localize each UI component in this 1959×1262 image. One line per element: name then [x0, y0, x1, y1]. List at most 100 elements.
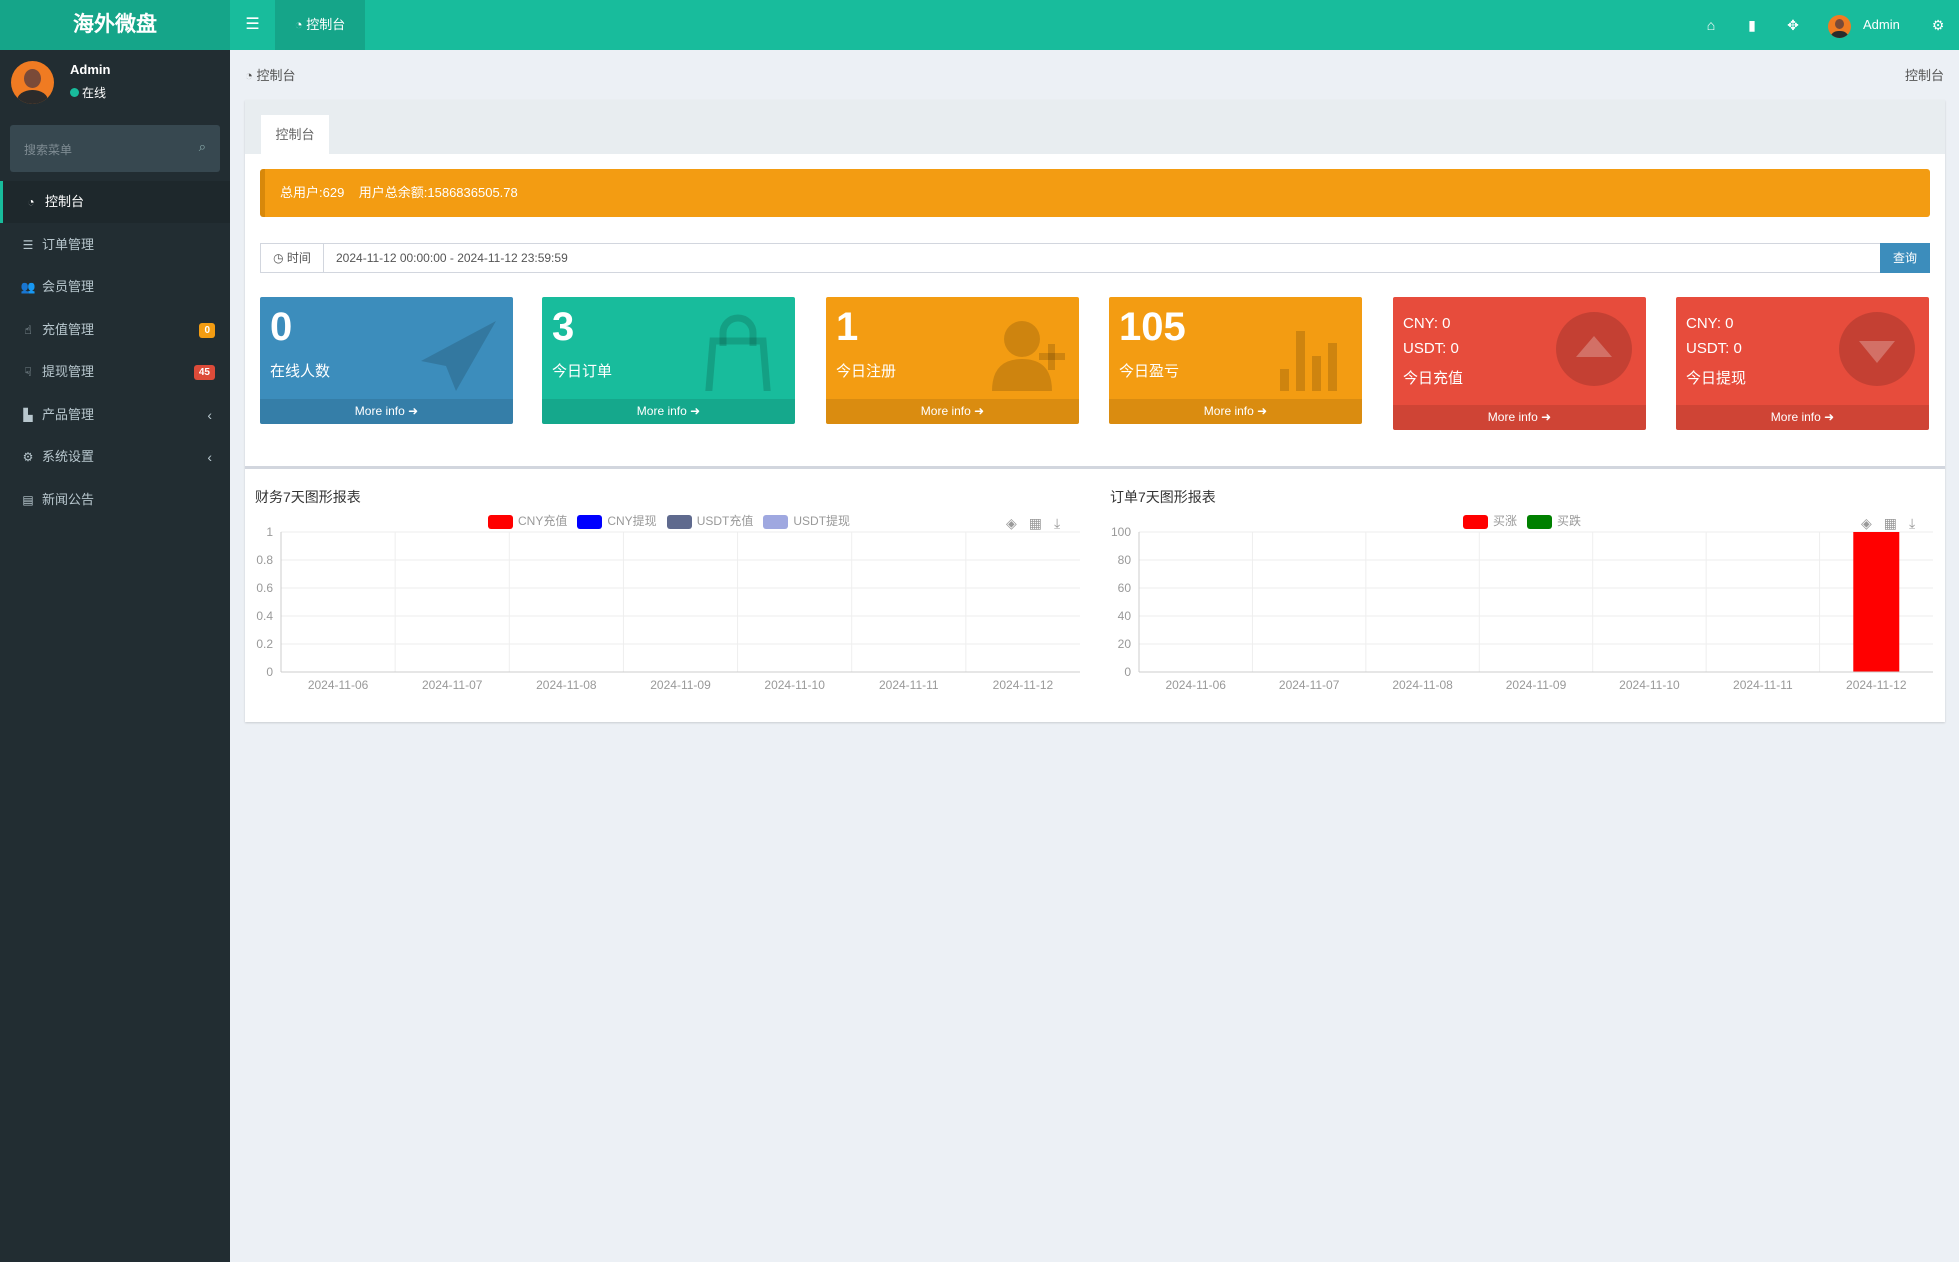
gears-icon: ⚙	[22, 450, 34, 464]
summary-alert: 总用户:629 用户总余额:1586836505.78	[260, 169, 1930, 217]
x-tick-label: 2024-11-09	[1506, 678, 1567, 692]
legend-label: CNY充值	[518, 514, 568, 528]
tab-dashboard[interactable]: ◔ 控制台	[275, 0, 365, 50]
legend-label: CNY提现	[607, 514, 657, 528]
sidebar-toggle-bars-icon[interactable]: ☰	[245, 16, 260, 33]
stat-usdt: USDT: 0	[1403, 340, 1459, 357]
arrow-circle-right-icon: ➜	[1824, 410, 1835, 424]
x-tick-label: 2024-11-06	[308, 678, 369, 692]
user-menu[interactable]: Admin	[1863, 17, 1900, 32]
more-info-link[interactable]: More info ➜	[1109, 399, 1362, 424]
y-tick-label: 40	[1118, 609, 1132, 623]
stat-label: 今日注册	[836, 363, 897, 380]
sidebar-item-news[interactable]: ▤ 新闻公告	[0, 479, 230, 521]
tiled-icon[interactable]: ▦	[1028, 515, 1043, 531]
more-info-text: More info	[920, 404, 971, 418]
y-tick-label: 0.6	[256, 581, 273, 595]
top-navbar: ☰ ◔ 控制台 ⌂ ▮ ✥ Admin ⚙	[230, 0, 1959, 50]
legend-label: USDT充值	[696, 514, 754, 528]
download-icon[interactable]: ⤓	[1909, 515, 1916, 531]
more-info-link[interactable]: More info ➜	[826, 399, 1079, 424]
stack-icon[interactable]: ◈	[1006, 515, 1017, 531]
app-logo[interactable]: 海外微盘	[0, 0, 230, 50]
stat-value: 105	[1119, 305, 1186, 349]
menu-label: 产品管理	[42, 407, 95, 422]
search-icon[interactable]: ⌕	[198, 139, 206, 154]
finance-chart: 0 0.2 0.4 0.6 0.8 1 2024-11-06 2024-11-07 2024-1…	[256, 525, 1080, 692]
arrow-circle-right-icon: ➜	[1541, 410, 1552, 424]
time-label: ◷ 时间	[261, 244, 324, 272]
download-icon[interactable]: ⤓	[1054, 515, 1061, 531]
chevron-left-icon: ‹	[207, 407, 212, 423]
sidebar-item-orders[interactable]: ☰ 订单管理	[0, 224, 230, 266]
chevron-left-icon: ‹	[207, 449, 212, 465]
more-info-text: More info	[1770, 410, 1821, 424]
home-icon[interactable]: ⌂	[1706, 17, 1716, 33]
more-info-text: More info	[1203, 404, 1254, 418]
more-info-link[interactable]: More info ➜	[542, 399, 795, 424]
time-label-text: 时间	[286, 251, 311, 265]
stat-label: 今日订单	[552, 363, 613, 380]
menu-search-input[interactable]: 搜索菜单 ⌕	[10, 125, 220, 172]
x-tick-label: 2024-11-07	[422, 678, 483, 692]
recharge-badge: 0	[199, 323, 215, 338]
stat-value: 0	[270, 305, 293, 349]
time-range-input[interactable]: 2024-11-12 00:00:00 - 2024-11-12 23:59:5…	[336, 251, 568, 265]
menu-label: 控制台	[45, 194, 85, 209]
legend-swatch	[488, 514, 513, 529]
avatar[interactable]	[1828, 15, 1851, 38]
y-tick-label: 60	[1118, 581, 1132, 595]
sidebar-item-dashboard[interactable]: ◔ 控制台	[0, 181, 230, 223]
more-info-link[interactable]: More info ➜	[1393, 405, 1646, 430]
x-tick-label: 2024-11-08	[1392, 678, 1453, 692]
gears-icon[interactable]: ⚙	[1931, 17, 1945, 33]
dashboard-icon: ◔	[245, 68, 257, 83]
more-info-link[interactable]: More info ➜	[1676, 405, 1929, 430]
arrow-circle-right-icon: ➜	[690, 404, 701, 418]
y-tick-label: 0.8	[256, 553, 273, 567]
sidebar-item-members[interactable]: 👥 会员管理	[0, 266, 230, 308]
stack-icon[interactable]: ◈	[1861, 515, 1872, 531]
sidebar-item-withdraw[interactable]: ☟ 提现管理 45	[0, 351, 230, 393]
tiled-icon[interactable]: ▦	[1883, 515, 1898, 531]
menu-label: 新闻公告	[42, 492, 95, 507]
menu-label: 订单管理	[42, 237, 95, 252]
legend-label: 买跌	[1557, 514, 1582, 528]
trash-icon[interactable]: ▮	[1748, 17, 1756, 33]
sidebar-item-recharge[interactable]: ☝ 充值管理 0	[0, 309, 230, 351]
legend-item[interactable]: CNY提现	[577, 512, 657, 529]
legend-item[interactable]: 买涨	[1463, 512, 1517, 529]
stat-label: 今日盈亏	[1119, 363, 1180, 380]
hand-down-icon: ☟	[24, 365, 32, 379]
y-tick-label: 0.4	[256, 609, 273, 623]
legend-swatch	[666, 514, 692, 529]
query-button[interactable]: 查询	[1880, 243, 1930, 273]
stat-value: 3	[552, 305, 575, 349]
y-tick-label: 1	[266, 525, 273, 539]
x-tick-label: 2024-11-09	[650, 678, 711, 692]
more-info-link[interactable]: More info ➜	[260, 399, 513, 424]
section-divider	[245, 466, 1945, 469]
order-chart-toolbox: ◈ ▦ ⤓	[1861, 515, 1915, 532]
legend-item[interactable]: USDT提现	[763, 512, 850, 529]
arrow-circle-right-icon: ➜	[1257, 404, 1268, 418]
stat-label: 今日充值	[1403, 370, 1464, 387]
legend-item[interactable]: CNY充值	[488, 512, 567, 529]
y-tick-label: 80	[1118, 553, 1132, 567]
sidebar-item-settings[interactable]: ⚙ 系统设置 ‹	[0, 436, 230, 478]
legend-item[interactable]: USDT充值	[666, 512, 754, 529]
order-chart-legend: 买涨 买跌	[1463, 512, 1581, 529]
breadcrumb-item[interactable]: 控制台	[256, 68, 296, 83]
finance-chart-title: 财务7天图形报表	[255, 489, 361, 505]
x-tick-label: 2024-11-12	[993, 678, 1054, 692]
legend-swatch	[1527, 514, 1553, 529]
tab-dashboard[interactable]: 控制台	[261, 115, 329, 154]
x-tick-label: 2024-11-12	[1846, 678, 1907, 692]
more-info-text: More info	[354, 404, 405, 418]
fullscreen-icon[interactable]: ✥	[1787, 17, 1799, 33]
stat-cny: CNY: 0	[1686, 315, 1734, 332]
sidebar-item-products[interactable]: ▙ 产品管理 ‹	[0, 394, 230, 436]
arrow-circle-right-icon: ➜	[974, 404, 985, 418]
legend-item[interactable]: 买跌	[1527, 512, 1581, 529]
stat-box-0: 0 在线人数 More info ➜	[260, 297, 513, 424]
